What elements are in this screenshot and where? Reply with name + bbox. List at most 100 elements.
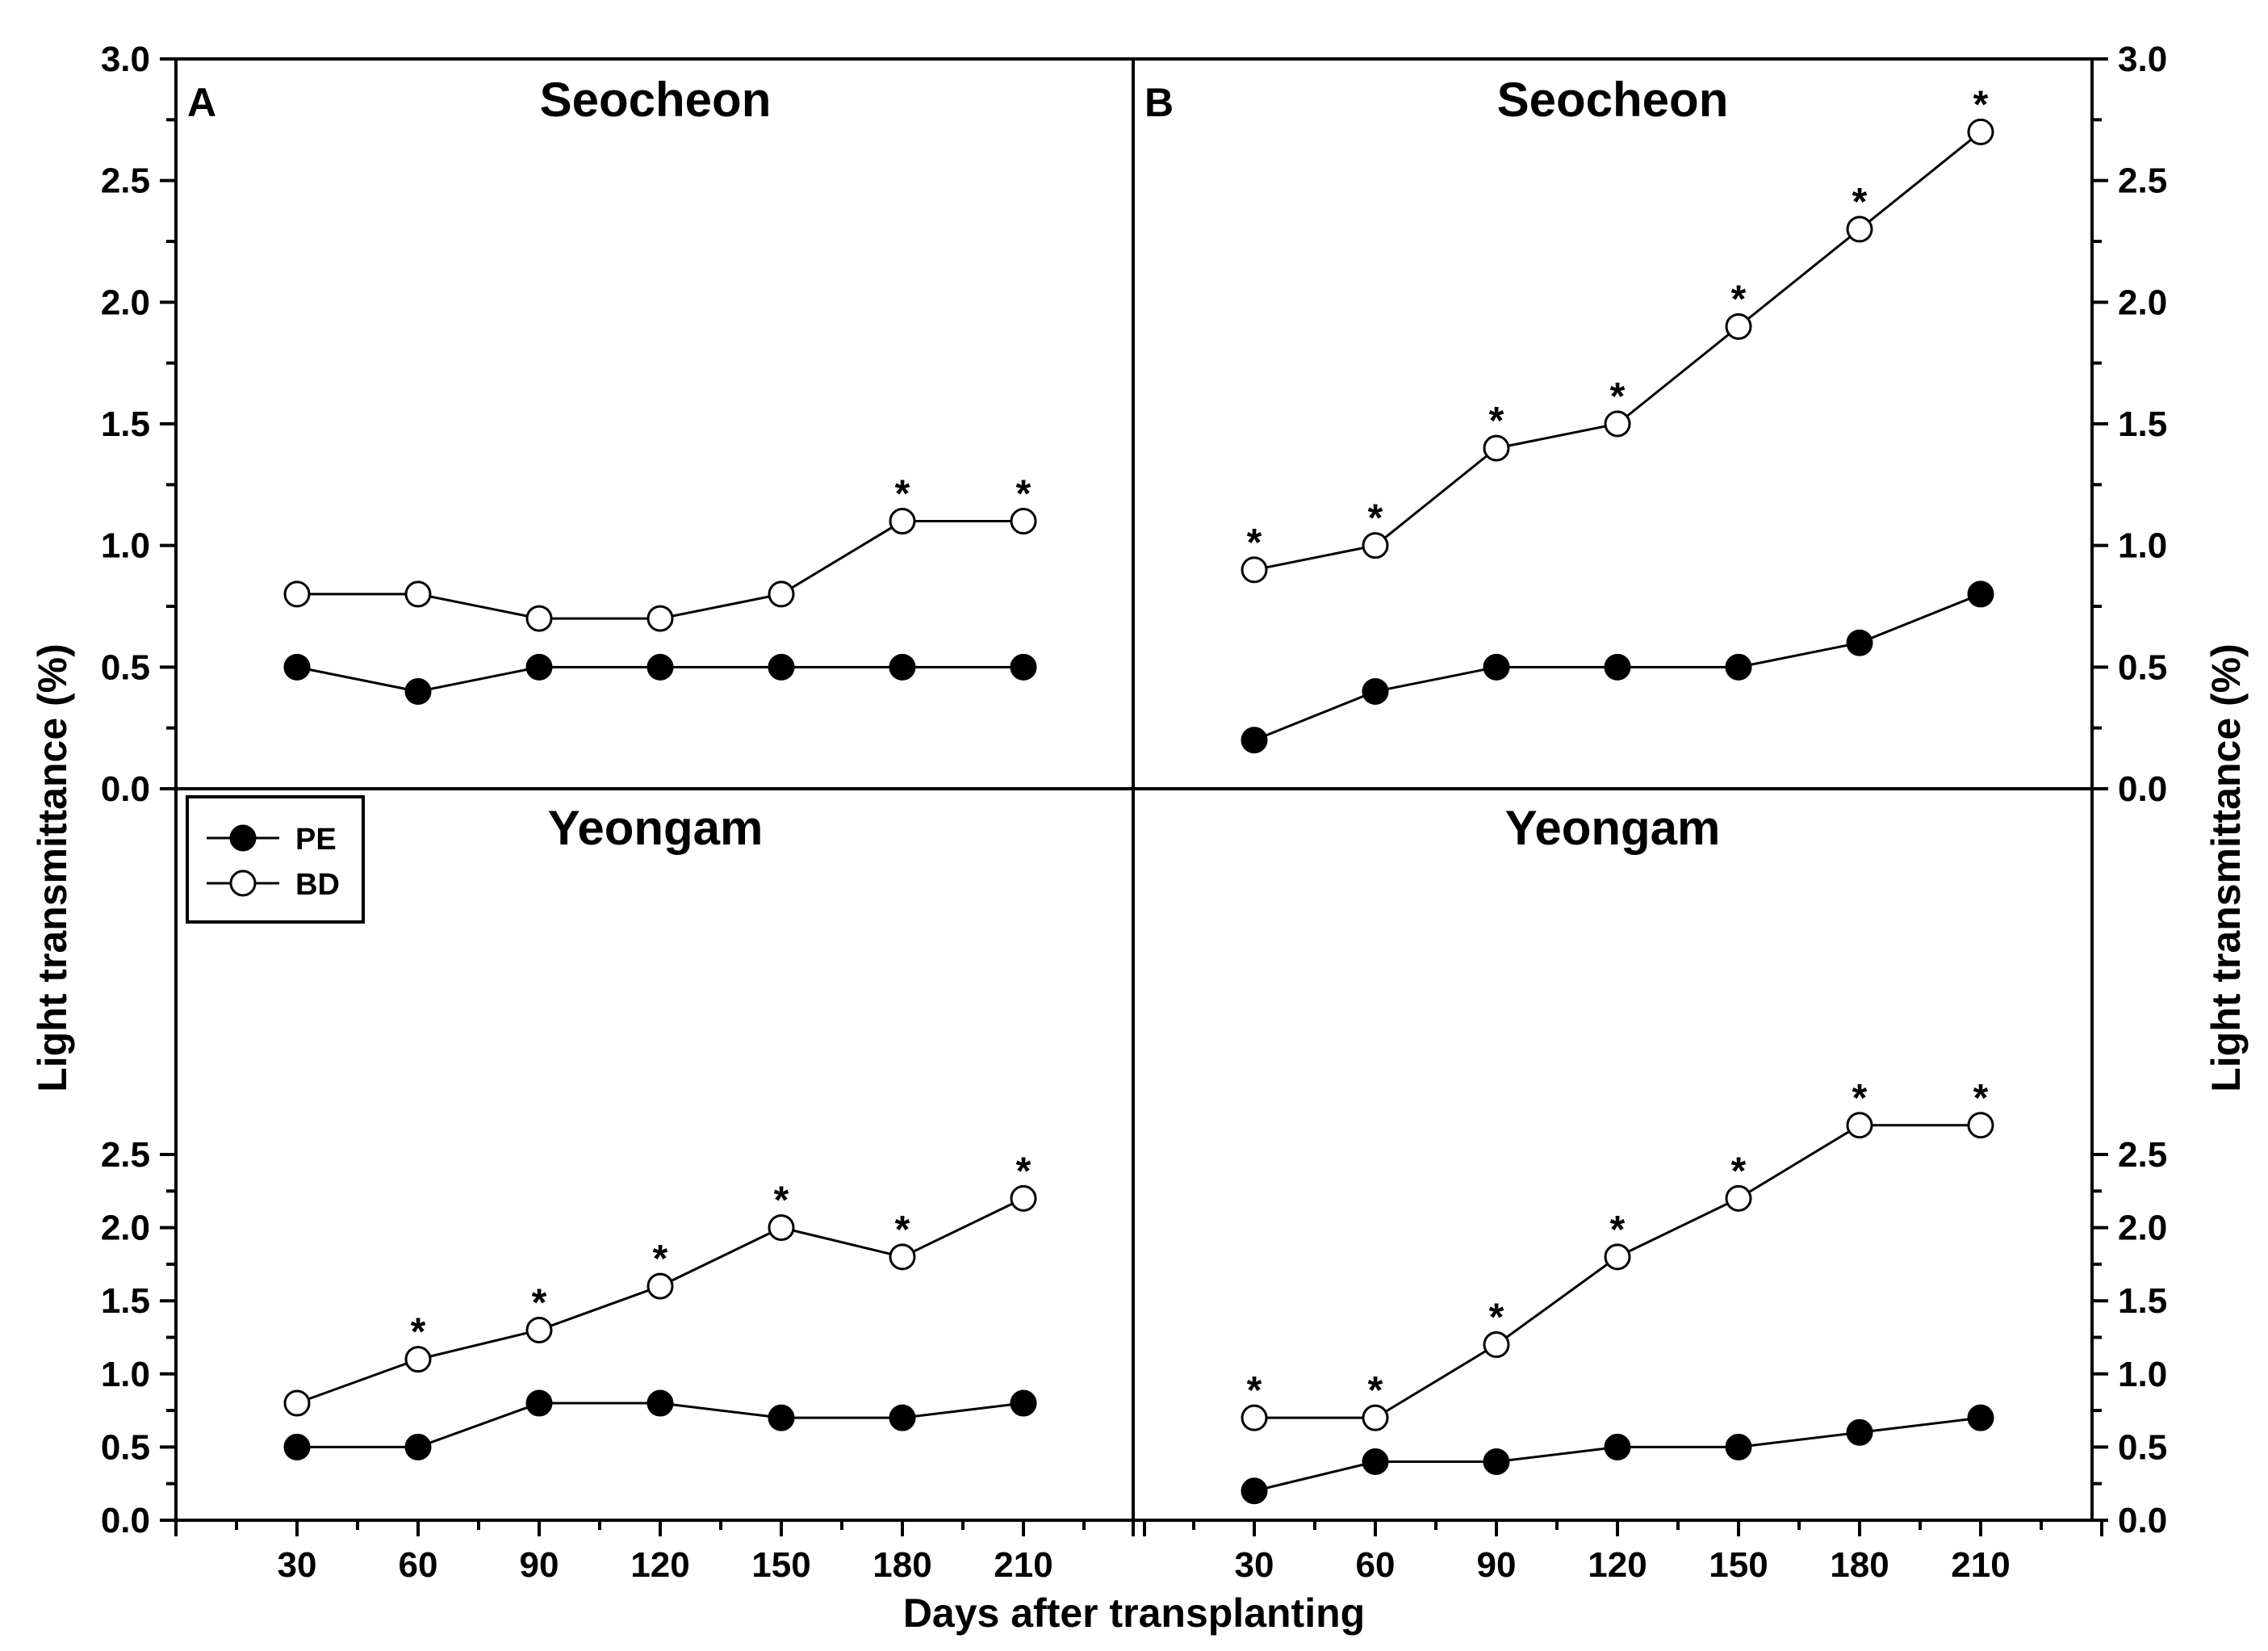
- panel-title-b-bottom: Yeongam: [1505, 801, 1721, 855]
- data-point-pe: [404, 1433, 432, 1460]
- y-tick-label-left-top: 1.5: [101, 404, 150, 444]
- x-tick-label-left: 90: [520, 1545, 559, 1585]
- data-point-bd: [1604, 1243, 1631, 1271]
- legend-bd-marker: [229, 869, 257, 897]
- panel-B-top: * * * * * * *: [1241, 83, 1994, 754]
- panel-title-b-top: Seocheon: [1497, 73, 1729, 127]
- data-point-bd: [525, 1316, 553, 1343]
- data-point-pe: [1604, 1433, 1631, 1460]
- significance-star: *: [1610, 375, 1626, 418]
- significance-star: *: [532, 1281, 547, 1324]
- significance-star: *: [1610, 1209, 1626, 1251]
- significance-star: *: [411, 1311, 426, 1354]
- data-point-pe: [1725, 1433, 1752, 1460]
- data-point-bd: [1846, 216, 1873, 243]
- data-point-pe: [1362, 1448, 1389, 1476]
- data-point-pe: [889, 653, 916, 681]
- x-tick-label-left: 30: [278, 1545, 317, 1585]
- data-point-pe: [647, 653, 674, 681]
- significance-star: *: [895, 1209, 910, 1251]
- significance-star: *: [1973, 83, 1989, 126]
- x-tick-label-right: 120: [1588, 1545, 1647, 1585]
- data-point-bd: [1967, 1112, 1994, 1139]
- data-point-bd: [1483, 434, 1510, 462]
- series-line-bd: [297, 520, 1023, 620]
- significance-star: *: [1247, 522, 1262, 564]
- data-point-pe: [525, 1389, 553, 1417]
- data-point-pe: [1010, 653, 1037, 681]
- x-tick-label-left: 210: [994, 1545, 1052, 1585]
- data-point-pe: [1846, 1418, 1873, 1446]
- significance-star: *: [1852, 1077, 1868, 1120]
- data-point-bd: [647, 605, 674, 632]
- x-tick-label-right: 180: [1830, 1545, 1889, 1585]
- y-tick-label-right-bottom: 1.5: [2118, 1281, 2167, 1321]
- significance-star: *: [1016, 473, 1031, 516]
- data-point-bd: [1846, 1112, 1873, 1139]
- panels: * *************** ***** *: [283, 83, 1994, 1505]
- significance-star: *: [1368, 1369, 1383, 1412]
- y-tick-label-left-bottom: 0.5: [101, 1427, 150, 1467]
- data-point-pe: [525, 653, 553, 681]
- data-point-bd: [404, 580, 432, 608]
- y-tick-label-left-bottom: 2.5: [101, 1135, 150, 1175]
- y-tick-label-right-top: 2.5: [2118, 161, 2167, 201]
- data-point-pe: [1967, 1404, 1994, 1431]
- x-axis-title: Days after transplanting: [903, 1590, 1365, 1636]
- data-point-bd: [889, 1243, 916, 1271]
- y-tick-label-right-top: 1.0: [2118, 526, 2167, 566]
- panel-title-a-top: Seocheon: [540, 73, 772, 127]
- data-point-pe: [404, 677, 432, 705]
- significance-star: *: [1489, 1297, 1504, 1339]
- data-point-bd: [647, 1272, 674, 1300]
- data-point-pe: [1241, 1477, 1268, 1505]
- data-point-pe: [1846, 629, 1873, 656]
- data-point-pe: [1483, 653, 1510, 681]
- data-point-pe: [768, 1404, 795, 1431]
- x-tick-label-left: 120: [630, 1545, 689, 1585]
- y-axis-title-left: Light transmittance (%): [30, 643, 75, 1092]
- x-tick-label-right: 60: [1356, 1545, 1396, 1585]
- legend-box: [186, 795, 365, 924]
- data-point-pe: [889, 1404, 916, 1431]
- y-tick-label-right-top: 2.0: [2118, 283, 2167, 322]
- significance-star: *: [895, 473, 910, 516]
- y-tick-label-left-top: 2.0: [101, 283, 150, 322]
- data-point-bd: [404, 1346, 432, 1373]
- data-point-bd: [1725, 1184, 1752, 1212]
- significance-star: *: [1368, 497, 1383, 540]
- y-tick-label-left-bottom: 1.0: [101, 1355, 150, 1394]
- legend-pe-label: PE: [295, 823, 337, 857]
- data-point-pe: [1604, 653, 1631, 681]
- significance-star: *: [653, 1238, 668, 1280]
- x-tick-label-right: 210: [1951, 1545, 2010, 1585]
- panel-A-bottom: * * * * * *: [283, 1150, 1037, 1460]
- series-line-bd: [1254, 1124, 1981, 1419]
- data-point-bd: [1241, 1404, 1268, 1431]
- significance-star: *: [1973, 1077, 1989, 1120]
- y-tick-label-left-bottom: 0.0: [101, 1501, 150, 1540]
- data-point-bd: [889, 508, 916, 535]
- x-tick-label-right: 150: [1709, 1545, 1768, 1585]
- panel-title-a-bottom: Yeongam: [548, 801, 764, 855]
- data-point-bd: [768, 580, 795, 608]
- significance-star: *: [1731, 278, 1747, 321]
- data-point-bd: [1483, 1331, 1510, 1359]
- y-tick-label-left-bottom: 1.5: [101, 1281, 150, 1321]
- data-point-bd: [283, 580, 311, 608]
- legend-pe-marker: [229, 824, 257, 852]
- y-tick-label-right-top: 1.5: [2118, 404, 2167, 444]
- data-point-bd: [768, 1214, 795, 1242]
- data-point-pe: [1483, 1448, 1510, 1476]
- data-point-bd: [1241, 556, 1268, 584]
- legend: PE BD: [186, 795, 365, 924]
- y-tick-label-left-top: 3.0: [101, 40, 150, 79]
- x-tick-label-left: 180: [872, 1545, 931, 1585]
- data-point-bd: [283, 1389, 311, 1417]
- data-point-bd: [1010, 508, 1037, 535]
- y-tick-label-left-top: 1.0: [101, 526, 150, 566]
- y-tick-label-right-bottom: 0.0: [2118, 1501, 2167, 1540]
- y-tick-label-left-top: 2.5: [101, 161, 150, 201]
- data-point-bd: [1010, 1184, 1037, 1212]
- y-tick-label-left-top: 0.5: [101, 647, 150, 687]
